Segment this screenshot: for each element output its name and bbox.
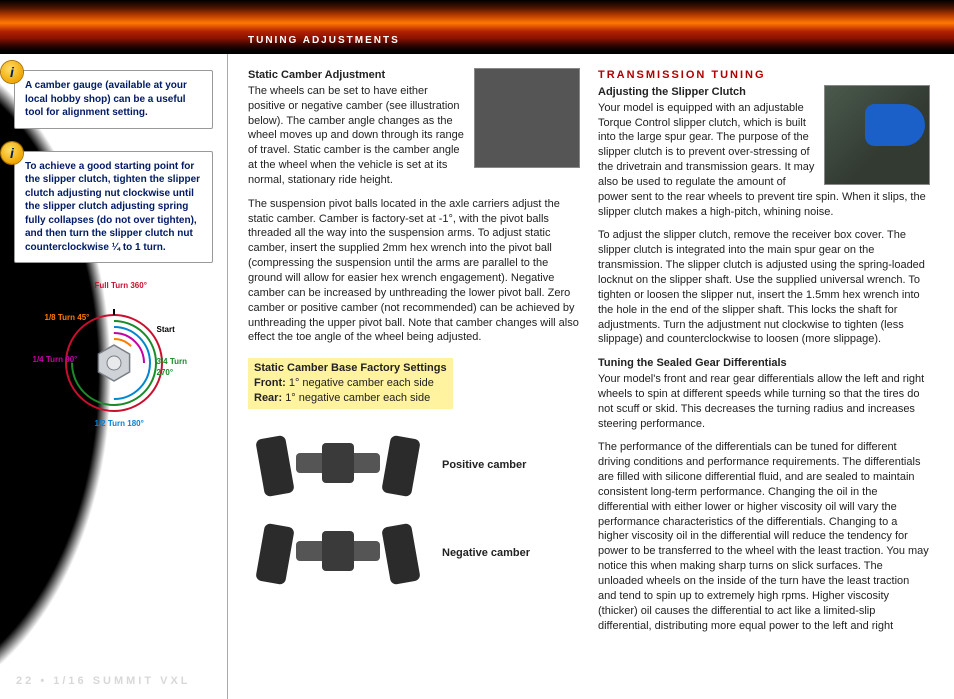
tip-camber-gauge: A camber gauge (available at your local … [14,70,213,129]
footer-sep: • [40,675,47,687]
positive-camber-label: Positive camber [442,458,526,473]
nut-label-half: 1/2 Turn 180° [95,419,144,430]
camber-svg [248,429,428,503]
factory-rear-label: Rear: [254,392,282,404]
content: Static Camber Adjustment The wheels can … [228,54,954,699]
product-name: 1/16 SUMMIT VXL [53,675,190,687]
factory-front-value: 1° negative camber each side [289,377,434,389]
camber-svg [248,517,428,591]
paragraph: The performance of the differentials can… [598,440,930,633]
nut-label-quarter: 1/4 Turn 90° [33,355,78,366]
sidebar: A camber gauge (available at your local … [0,54,228,699]
factory-rear-value: 1° negative camber each side [285,392,430,404]
factory-front-label: Front: [254,377,286,389]
paragraph: The suspension pivot balls located in th… [248,197,580,345]
factory-title: Static Camber Base Factory Settings [254,361,447,376]
right-column: TRANSMISSION TUNING Adjusting the Slippe… [598,68,930,699]
paragraph: To adjust the slipper clutch, remove the… [598,228,930,347]
page-footer: 22 • 1/16 SUMMIT VXL [16,674,191,689]
negative-camber-label: Negative camber [442,546,530,561]
negative-camber-figure: Negative camber [248,517,580,591]
paragraph: Your model's front and rear gear differe… [598,372,930,431]
nut-label-start: Start [157,325,175,336]
nut-label-eighth: 1/8 Turn 45° [45,313,90,324]
slipper-clutch-image [824,85,930,185]
camber-closeup-image [474,68,580,168]
heading-transmission-tuning: TRANSMISSION TUNING [598,68,930,83]
tip-text: To achieve a good starting point for the… [25,161,200,253]
info-icon [1,142,23,164]
page-number: 22 [16,675,34,687]
nut-label-full: Full Turn 360° [95,281,147,292]
nut-turn-diagram: Full Turn 360° 1/8 Turn 45° 1/4 Turn 90°… [39,285,189,435]
section-header: TUNING ADJUSTMENTS [0,34,954,48]
positive-camber-figure: Positive camber [248,429,580,503]
left-column: Static Camber Adjustment The wheels can … [248,68,580,699]
heading-gear-diffs: Tuning the Sealed Gear Differentials [598,356,930,371]
nut-label-threeq: 3/4 Turn 270° [157,357,189,379]
factory-settings-box: Static Camber Base Factory Settings Fron… [248,358,453,409]
tip-text: A camber gauge (available at your local … [25,80,187,118]
tip-slipper-clutch: To achieve a good starting point for the… [14,151,213,264]
info-icon [1,61,23,83]
